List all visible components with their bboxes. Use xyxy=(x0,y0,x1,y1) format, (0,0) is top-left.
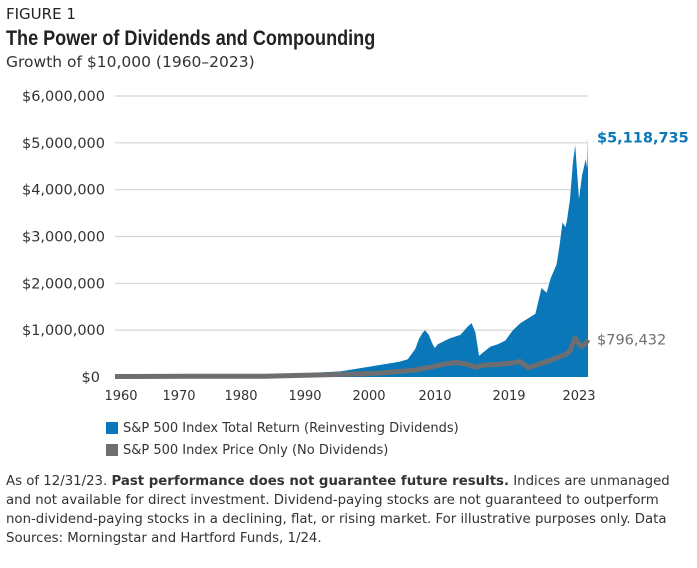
total-return-end-label: $5,118,735 xyxy=(597,130,689,146)
y-tick-label: $1,000,000 xyxy=(22,323,105,339)
x-tick-label: 1970 xyxy=(162,389,195,404)
x-tick-label: 1960 xyxy=(104,389,137,404)
y-tick-label: $5,000,000 xyxy=(22,136,105,152)
legend-item-price-only: S&P 500 Index Price Only (No Dividends) xyxy=(106,439,459,461)
legend-swatch-total-return xyxy=(106,422,118,434)
legend-item-total-return: S&P 500 Index Total Return (Reinvesting … xyxy=(106,417,459,439)
x-tick-label: 2010 xyxy=(418,389,451,404)
x-tick-label: 2000 xyxy=(352,389,385,404)
figure-label: FIGURE 1 xyxy=(6,5,76,23)
x-tick-label: 2023 xyxy=(562,389,595,404)
x-tick-label: 1990 xyxy=(288,389,321,404)
chart-title: The Power of Dividends and Compounding xyxy=(6,27,376,50)
legend: S&P 500 Index Total Return (Reinvesting … xyxy=(106,417,459,461)
footnote-prefix: As of 12/31/23. xyxy=(6,474,112,489)
x-tick-label: 2019 xyxy=(492,389,525,404)
legend-swatch-price-only xyxy=(106,444,118,456)
total-return-area xyxy=(115,137,588,377)
price-only-line xyxy=(114,335,591,379)
footnote-body: Indices are unmanaged and not available … xyxy=(6,474,670,546)
y-tick-label: $6,000,000 xyxy=(22,89,105,105)
legend-label-price-only: S&P 500 Index Price Only (No Dividends) xyxy=(123,442,389,458)
y-tick-label: $2,000,000 xyxy=(22,276,105,292)
legend-label-total-return: S&P 500 Index Total Return (Reinvesting … xyxy=(123,420,459,436)
y-tick-label: $3,000,000 xyxy=(22,230,105,246)
footnote: As of 12/31/23. Past performance does no… xyxy=(6,472,686,548)
y-tick-label: $0 xyxy=(82,370,100,386)
footnote-disclaimer: Past performance does not guarantee futu… xyxy=(111,474,510,489)
y-tick-label: $4,000,000 xyxy=(22,183,105,199)
x-tick-label: 1980 xyxy=(224,389,257,404)
price-only-end-label: $796,432 xyxy=(597,333,666,349)
chart: $0 $1,000,000 $2,000,000 $3,000,000 $4,000,0… xyxy=(22,89,689,404)
chart-subtitle: Growth of $10,000 (1960–2023) xyxy=(6,53,255,71)
